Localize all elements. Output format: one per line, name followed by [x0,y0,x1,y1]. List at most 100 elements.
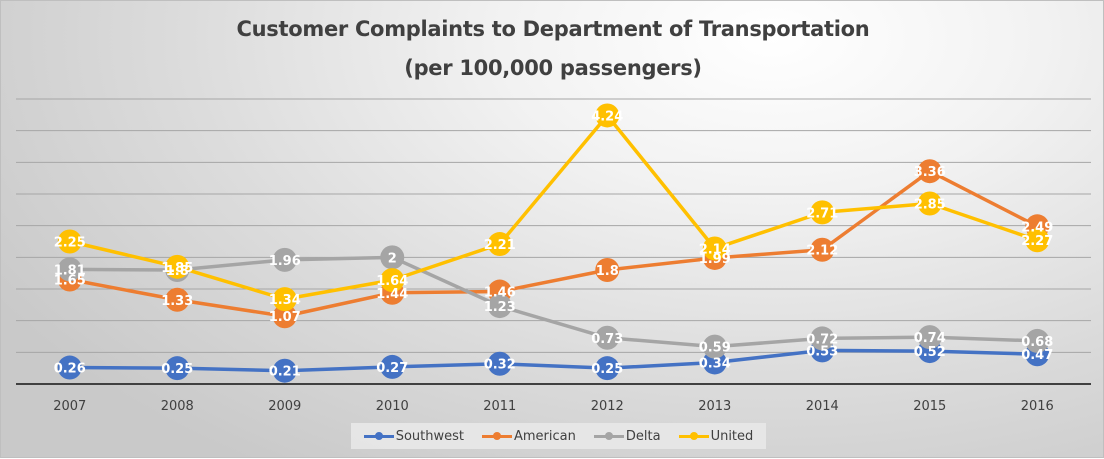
legend-label: Delta [625,428,661,444]
data-label-united: 2.71 [806,206,838,221]
data-label-southwest: 0.26 [54,362,86,377]
legend-label: Southwest [395,428,464,444]
data-point-delta [702,334,727,359]
data-label-united: 4.24 [591,109,623,124]
data-point-american [917,159,942,184]
data-label-delta: 1.8 [166,264,189,279]
data-label-delta: 0.72 [806,332,838,347]
legend-swatch [363,431,394,441]
data-point-delta [57,257,82,282]
data-point-delta [810,326,835,351]
legend: Southwest American Delta United [351,423,766,449]
data-label-southwest: 0.47 [1021,348,1053,363]
data-point-delta [917,325,942,350]
series-line-united [69,113,1038,301]
data-label-delta: 0.73 [591,332,623,347]
legend-item-united: United [678,428,754,444]
data-label-united: 1.85 [161,261,193,276]
x-tick-label: 2014 [806,399,839,414]
legend-label: United [710,428,754,444]
x-tick-label: 2016 [1021,399,1054,414]
data-label-southwest: 0.32 [484,358,516,373]
x-tick-label: 2008 [161,399,194,414]
data-label-united: 2.25 [54,236,86,251]
data-label-american: 1.07 [269,310,301,325]
data-label-united: 2.85 [914,198,946,213]
x-tick-label: 2010 [376,399,409,414]
legend-item-delta: Delta [593,428,661,444]
series-line-american [69,169,1039,318]
data-point-southwest [380,354,405,379]
data-label-united: 2.27 [1021,234,1053,249]
data-label-american: 1.65 [54,274,86,289]
legend-swatch [593,431,624,441]
data-label-united: 2.14 [699,242,731,257]
data-label-delta: 1.96 [269,254,301,269]
legend-swatch [678,431,709,441]
x-tick-label: 2012 [591,399,624,414]
data-label-southwest: 0.53 [806,344,838,359]
legend-swatch [482,431,512,441]
data-label-american: 1.33 [161,294,193,309]
x-tick-label: 2011 [483,399,516,414]
x-tick-label: 2007 [53,399,86,414]
data-point-united [57,229,82,254]
data-label-southwest: 0.25 [591,362,623,377]
legend-label: American [514,428,576,444]
x-tick-label: 2013 [698,399,731,414]
data-point-united [272,287,297,312]
chart-title: Customer Complaints to Department of Tra… [236,17,870,41]
data-point-united [487,232,512,257]
data-label-american: 3.36 [914,165,946,180]
legend-item-american: American [482,429,576,444]
data-point-delta [487,294,512,319]
data-label-united: 2.21 [484,238,516,253]
series-line-delta [69,255,1038,349]
data-label-american: 2.12 [806,244,838,259]
x-tick-label: 2015 [913,399,946,414]
data-point-american [810,237,835,262]
data-point-united [702,236,727,261]
data-label-american: 1.44 [376,287,408,302]
data-label-southwest: 0.21 [269,365,301,380]
data-label-delta: 0.74 [914,331,946,346]
data-point-southwest [595,356,620,381]
data-point-southwest [487,351,512,376]
data-point-united [917,191,942,216]
data-label-southwest: 0.34 [699,356,731,371]
data-label-united: 1.34 [269,293,301,308]
data-point-american [595,258,620,282]
data-point-southwest [165,356,190,381]
data-label-southwest: 0.52 [914,345,946,360]
data-label-united: 1.64 [376,274,408,289]
x-tick-label: 2009 [268,399,301,414]
legend-item-southwest: Southwest [363,428,464,444]
data-label-southwest: 0.27 [376,361,408,376]
data-label-delta: 2 [388,251,397,266]
data-label-american: 1.46 [484,286,516,301]
data-point-delta [595,325,620,350]
chart-subtitle: (per 100,000 passengers) [404,56,702,80]
data-point-united [810,200,835,225]
data-point-delta [1025,328,1050,353]
data-point-southwest [57,355,82,380]
data-point-united [1025,228,1050,253]
data-point-american [165,287,190,312]
data-label-delta: 0.59 [699,341,731,356]
data-point-united [165,254,190,279]
data-label-delta: 1.23 [484,300,516,315]
data-point-delta [272,247,297,272]
data-label-southwest: 0.25 [161,362,193,377]
data-point-united [595,103,620,128]
series-line-southwest [69,348,1038,373]
data-point-southwest [272,358,297,383]
data-label-american: 1.8 [596,264,619,279]
data-point-delta [380,245,405,270]
data-label-american: 1.99 [699,252,731,267]
data-label-delta: 0.68 [1021,335,1053,350]
data-point-united [380,268,405,293]
data-label-delta: 1.81 [54,263,86,278]
data-point-american [272,304,297,329]
